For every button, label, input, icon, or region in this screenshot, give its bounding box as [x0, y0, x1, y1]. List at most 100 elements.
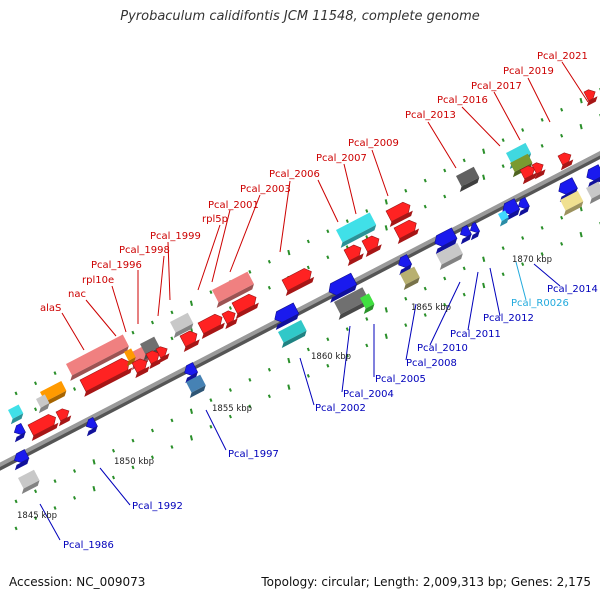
- gene-label-pcal-2001[interactable]: Pcal_2001: [208, 200, 259, 211]
- gene-label-pcal-2010[interactable]: Pcal_2010: [417, 343, 468, 354]
- gene-label-pcal-2014[interactable]: Pcal_2014: [547, 284, 598, 295]
- leader-line: [515, 261, 527, 301]
- reverse-gene[interactable]: [322, 272, 358, 303]
- forward-gene[interactable]: [382, 200, 414, 228]
- tick-mark: [34, 381, 38, 386]
- gene-feature[interactable]: [32, 394, 51, 414]
- forward-gene[interactable]: [554, 150, 575, 171]
- gene-label-pcal-1992[interactable]: Pcal_1992: [132, 501, 183, 512]
- gene-label-pcal-2002[interactable]: Pcal_2002: [315, 403, 366, 414]
- forward-gene[interactable]: [580, 87, 599, 107]
- forward-gene[interactable]: [76, 356, 134, 397]
- map-title: Pyrobaculum calidifontis JCM 11548, comp…: [120, 9, 480, 24]
- tick-mark: [267, 259, 271, 264]
- reverse-gene[interactable]: [268, 302, 300, 331]
- gene-feature[interactable]: [452, 166, 481, 193]
- tick-mark: [267, 285, 271, 290]
- reverse-gene[interactable]: [8, 449, 30, 471]
- reverse-gene[interactable]: [464, 221, 481, 241]
- forward-gene[interactable]: [218, 308, 239, 330]
- forward-gene[interactable]: [194, 312, 226, 340]
- forward-gene[interactable]: [152, 344, 171, 364]
- forward-gene[interactable]: [128, 357, 151, 379]
- gene-feature[interactable]: [120, 348, 137, 367]
- forward-gene[interactable]: [358, 234, 383, 258]
- gene-label-rpl10e[interactable]: rpl10e: [82, 275, 114, 286]
- gene-label-pcal-2003[interactable]: Pcal_2003: [240, 184, 291, 195]
- gene-label-pcal-2008[interactable]: Pcal_2008: [406, 358, 457, 369]
- gene-label-pcal-1996[interactable]: Pcal_1996: [91, 260, 142, 271]
- forward-gene[interactable]: [24, 412, 60, 442]
- gene-label-pcal-2016[interactable]: Pcal_2016: [437, 95, 488, 106]
- gene-label-pcal-2019[interactable]: Pcal_2019: [503, 66, 554, 77]
- gene-feature[interactable]: [14, 469, 41, 495]
- forward-gene[interactable]: [278, 266, 316, 297]
- reverse-gene[interactable]: [392, 254, 413, 276]
- forward-gene[interactable]: [228, 292, 260, 320]
- gene-label-pcal-2006[interactable]: Pcal_2006: [269, 169, 320, 180]
- gene-feature[interactable]: [396, 266, 421, 291]
- tick-mark: [540, 252, 544, 256]
- gene-feature[interactable]: [432, 242, 464, 271]
- reverse-gene[interactable]: [512, 196, 531, 217]
- forward-gene[interactable]: [176, 329, 201, 353]
- gene-feature[interactable]: [166, 312, 195, 339]
- gene-label-pcal-2004[interactable]: Pcal_2004: [343, 389, 394, 400]
- tick-mark: [345, 327, 349, 332]
- tick-mark: [365, 209, 369, 213]
- leader-line: [211, 209, 231, 283]
- forward-gene[interactable]: [390, 218, 420, 245]
- leader-line: [427, 121, 457, 169]
- gene-feature[interactable]: [182, 374, 207, 399]
- reverse-gene[interactable]: [178, 362, 199, 384]
- gene-label-pcal-2009[interactable]: Pcal_2009: [348, 138, 399, 149]
- tick-mark: [189, 300, 194, 306]
- tick-mark: [521, 236, 525, 240]
- topology-text: Topology: circular; Length: 2,009,313 bp…: [261, 575, 591, 589]
- gene-label-pcal-2005[interactable]: Pcal_2005: [375, 374, 426, 385]
- tick-mark: [170, 418, 174, 423]
- tick-mark: [384, 307, 388, 313]
- gene-label-pcal-r0026[interactable]: Pcal_R0026: [511, 298, 569, 309]
- forward-gene[interactable]: [516, 164, 538, 185]
- gene-feature[interactable]: [356, 293, 376, 315]
- gene-label-pcal-1986[interactable]: Pcal_1986: [63, 540, 114, 551]
- tick-mark: [501, 246, 505, 251]
- gene-label-rpl5p[interactable]: rpl5p: [202, 214, 228, 225]
- gene-label-pcal-2017[interactable]: Pcal_2017: [471, 81, 522, 92]
- gene-label-pcal-2007[interactable]: Pcal_2007: [316, 153, 367, 164]
- gene-feature[interactable]: [208, 271, 255, 308]
- forward-gene[interactable]: [52, 406, 73, 427]
- tick-mark: [423, 204, 427, 209]
- gene-feature[interactable]: [494, 210, 510, 227]
- gene-label-nac[interactable]: nac: [68, 289, 86, 300]
- gene-label-pcal-2021[interactable]: Pcal_2021: [537, 51, 588, 62]
- tick-mark: [53, 479, 57, 483]
- kbp-label: 1845 kbp: [17, 511, 57, 521]
- gene-label-pcal-1999[interactable]: Pcal_1999: [150, 231, 201, 242]
- gene-label-alas[interactable]: alaS: [40, 303, 61, 314]
- gene-label-pcal-1997[interactable]: Pcal_1997: [228, 449, 279, 460]
- gene-feature[interactable]: [62, 334, 130, 381]
- reverse-gene[interactable]: [428, 227, 458, 255]
- forward-gene[interactable]: [142, 348, 163, 370]
- gene-label-pcal-2012[interactable]: Pcal_2012: [483, 313, 534, 324]
- forward-gene[interactable]: [528, 160, 547, 180]
- kbp-label: 1850 kbp: [114, 457, 154, 467]
- gene-feature[interactable]: [4, 404, 25, 425]
- reverse-gene[interactable]: [80, 416, 99, 437]
- reverse-gene[interactable]: [8, 422, 27, 443]
- gene-label-pcal-2011[interactable]: Pcal_2011: [450, 329, 501, 340]
- tick-mark: [521, 262, 525, 267]
- gene-label-pcal-1998[interactable]: Pcal_1998: [119, 245, 170, 256]
- gene-label-pcal-2013[interactable]: Pcal_2013: [405, 110, 456, 121]
- gene-feature[interactable]: [556, 190, 585, 217]
- reverse-gene[interactable]: [454, 224, 473, 245]
- gene-feature[interactable]: [332, 212, 378, 248]
- gene-feature[interactable]: [274, 320, 308, 349]
- leader-line: [461, 106, 501, 147]
- forward-gene[interactable]: [340, 243, 365, 267]
- gene-feature[interactable]: [330, 287, 370, 320]
- tick-mark: [560, 107, 564, 112]
- gene-feature[interactable]: [582, 181, 600, 205]
